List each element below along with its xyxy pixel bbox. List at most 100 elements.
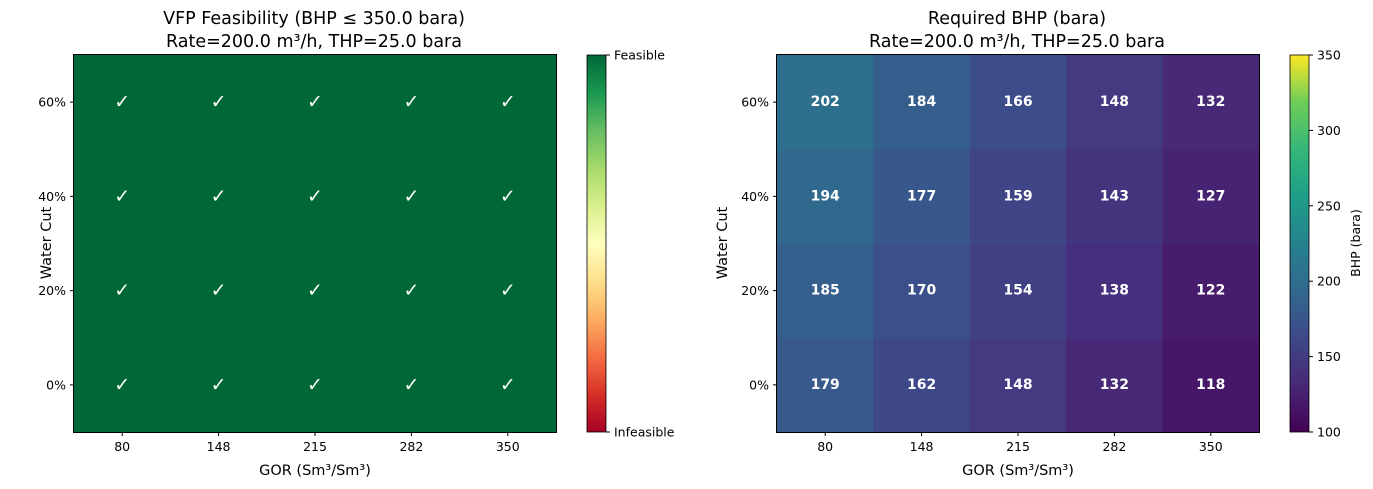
heatmap-cell [266,243,364,339]
bhp-value-label: 127 [1196,188,1225,204]
y-tick-label: 0% [46,377,66,392]
feasible-check-label: ✓ [114,374,130,396]
heatmap-cell [363,243,461,339]
y-tick-label: 40% [38,189,66,204]
heatmap-cell [1066,243,1164,339]
colorbar-tick-label: 350 [1317,48,1341,63]
heatmap-cell [1162,149,1260,245]
y-tick-label: 20% [741,283,769,298]
bhp-y-axis-label: Water Cut [715,206,731,279]
bhp-value-label: 143 [1100,188,1129,204]
heatmap-cell [459,243,557,339]
heatmap-cell [170,149,268,245]
bhp-value-label: 185 [811,283,840,299]
feasible-check-label: ✓ [211,280,227,302]
colorbar-tick-label: 200 [1317,274,1341,289]
feasibility-title-line2: Rate=200.0 m³/h, THP=25.0 bara [166,32,462,52]
heatmap-cell [459,337,557,433]
bhp-value-label: 202 [811,94,840,110]
feasibility-x-ticks: 80 148 215 282 350 [114,432,520,454]
bhp-value-label: 148 [1003,377,1032,393]
heatmap-cell [969,55,1067,150]
colorbar-tick-label: Infeasible [614,425,675,440]
heatmap-cell [777,55,874,150]
feasibility-colorbar [586,54,607,433]
bhp-value-label: 166 [1003,94,1032,110]
y-tick-label: 60% [741,95,769,110]
bhp-value-label: 118 [1196,377,1225,393]
bhp-value-label: 154 [1003,283,1032,299]
heatmap-cell [459,149,557,245]
colorbar-tick-label: 250 [1317,198,1341,213]
heatmap-cell [969,243,1067,339]
feasibility-colorbar-ticks: Feasible Infeasible [606,48,675,440]
heatmap-cell [873,55,971,150]
feasible-check-label: ✓ [307,185,323,207]
bhp-colorbar [1289,54,1310,433]
x-tick-label: 148 [207,439,231,454]
heatmap-cell [266,337,364,433]
x-tick-label: 350 [1199,439,1223,454]
bhp-title-line2: Rate=200.0 m³/h, THP=25.0 bara [869,32,1165,52]
heatmap-cell [363,149,461,245]
feasible-check-label: ✓ [403,374,419,396]
heatmap-cell [1162,243,1260,339]
x-tick-label: 148 [910,439,934,454]
bhp-value-label: 159 [1003,188,1032,204]
bhp-value-label: 148 [1100,94,1129,110]
bhp-title-line1: Required BHP (bara) [928,9,1106,29]
feasible-check-label: ✓ [114,91,130,113]
heatmap-cell [74,337,171,433]
feasible-check-label: ✓ [114,280,130,302]
feasible-check-label: ✓ [307,280,323,302]
feasibility-panel: VFP Feasibility (BHP ≤ 350.0 bara) Rate=… [38,9,675,479]
bhp-value-label: 132 [1196,94,1225,110]
feasible-check-label: ✓ [307,91,323,113]
feasible-check-label: ✓ [403,91,419,113]
bhp-value-label: 179 [811,377,840,393]
heatmap-cell [170,243,268,339]
colorbar-tick-label: 100 [1317,425,1341,440]
x-tick-label: 282 [399,439,423,454]
heatmap-cell [777,243,874,339]
feasible-check-label: ✓ [211,374,227,396]
colorbar-tick-label: Feasible [614,48,665,63]
feasible-check-label: ✓ [500,185,516,207]
bhp-value-label: 184 [907,94,936,110]
x-tick-label: 350 [496,439,520,454]
bhp-value-label: 132 [1100,377,1129,393]
feasible-check-label: ✓ [500,280,516,302]
feasible-check-label: ✓ [211,91,227,113]
bhp-cell-labels: 179 162 148 132 118 185 170 154 138 122 194 177 159 1… [811,94,1226,393]
x-tick-label: 282 [1102,439,1126,454]
bhp-y-ticks: 0% 20% 40% 60% [741,95,777,392]
feasibility-heatmap-cells [74,55,557,433]
x-tick-label: 215 [303,439,327,454]
x-tick-label: 215 [1006,439,1030,454]
y-tick-label: 0% [749,377,769,392]
heatmap-cell [74,243,171,339]
bhp-value-label: 162 [907,377,936,393]
bhp-x-ticks: 80 148 215 282 350 [817,432,1223,454]
bhp-panel: Required BHP (bara) Rate=200.0 m³/h, THP… [715,9,1363,479]
heatmap-cell [1066,55,1164,150]
feasibility-title-line1: VFP Feasibility (BHP ≤ 350.0 bara) [163,9,465,29]
heatmap-cell [170,337,268,433]
heatmap-cell [969,149,1067,245]
bhp-colorbar-label: BHP (bara) [1348,209,1363,277]
heatmap-cell [777,337,874,433]
heatmap-cell [266,55,364,150]
bhp-colorbar-ticks: 100 150 200 250 300 350 [1309,48,1341,440]
bhp-value-label: 170 [907,283,936,299]
heatmap-cell [363,337,461,433]
heatmap-cell [873,337,971,433]
x-tick-label: 80 [817,439,833,454]
feasibility-x-axis-label: GOR (Sm³/Sm³) [259,463,371,479]
feasibility-y-axis-label: Water Cut [39,206,55,279]
heatmap-cell [1066,149,1164,245]
heatmap-cell [1162,55,1260,150]
heatmap-cell [1066,337,1164,433]
feasible-check-label: ✓ [114,185,130,207]
bhp-value-label: 177 [907,188,936,204]
